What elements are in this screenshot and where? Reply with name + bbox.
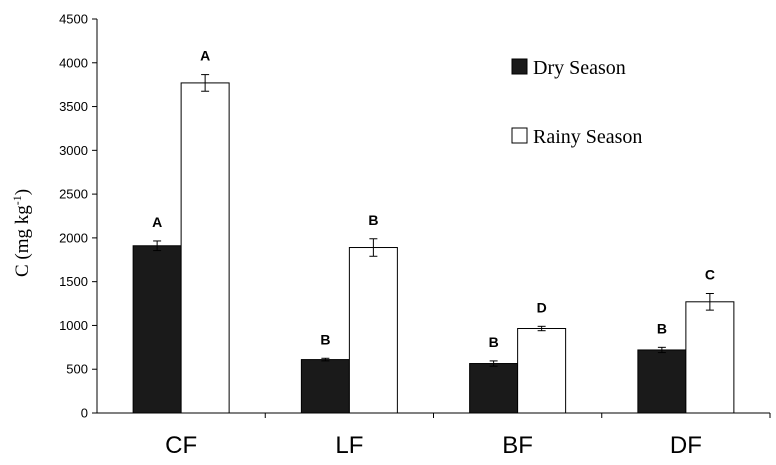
bar-rainy-bf bbox=[517, 328, 567, 414]
y-tick-label: 4000 bbox=[59, 55, 88, 70]
significance-letters: A A B B B D B C bbox=[152, 48, 715, 350]
legend-label-dry: Dry Season bbox=[533, 57, 626, 79]
y-tick-label: 0 bbox=[81, 406, 88, 421]
x-axis-category-labels: CF LF BF DF bbox=[165, 432, 702, 459]
bar-dry-bf bbox=[469, 363, 519, 414]
bar-dry-df bbox=[637, 349, 687, 414]
legend: Dry Season Rainy Season bbox=[511, 57, 642, 148]
bar-rainy-lf bbox=[348, 247, 398, 414]
y-tick-label: 500 bbox=[66, 362, 88, 377]
bar-rainy-cf bbox=[180, 82, 230, 414]
significance-letter: C bbox=[705, 266, 715, 282]
y-tick-label: 4500 bbox=[59, 12, 88, 27]
legend-swatch-dry bbox=[511, 58, 528, 75]
bar-dry-lf bbox=[300, 359, 350, 414]
significance-letter: A bbox=[152, 214, 162, 230]
x-category-label: DF bbox=[670, 432, 702, 459]
y-tick-label: 1500 bbox=[59, 274, 88, 289]
significance-letter: B bbox=[368, 212, 378, 228]
y-tick-label: 3500 bbox=[59, 99, 88, 114]
significance-letter: D bbox=[537, 299, 547, 315]
bars bbox=[132, 82, 735, 414]
bar-dry-cf bbox=[132, 245, 182, 414]
y-tick-label: 2500 bbox=[59, 187, 88, 202]
legend-swatch-rainy bbox=[511, 127, 528, 144]
significance-letter: A bbox=[200, 48, 210, 64]
legend-label-rainy: Rainy Season bbox=[533, 126, 642, 148]
y-tick-label: 1000 bbox=[59, 318, 88, 333]
x-category-label: BF bbox=[502, 432, 533, 459]
x-category-label: CF bbox=[165, 432, 197, 459]
y-axis-ticks: 0 500 1000 1500 2000 2500 3000 3500 4000 4500 bbox=[59, 12, 97, 421]
significance-letter: B bbox=[657, 320, 667, 336]
bar-rainy-df bbox=[685, 301, 735, 414]
error-bars bbox=[153, 74, 714, 367]
y-axis-label: C (mg kg-1) bbox=[10, 189, 33, 277]
significance-letter: B bbox=[320, 331, 330, 347]
x-category-label: LF bbox=[335, 432, 363, 459]
y-tick-label: 2000 bbox=[59, 230, 88, 245]
significance-letter: B bbox=[489, 334, 499, 350]
y-tick-label: 3000 bbox=[59, 143, 88, 158]
